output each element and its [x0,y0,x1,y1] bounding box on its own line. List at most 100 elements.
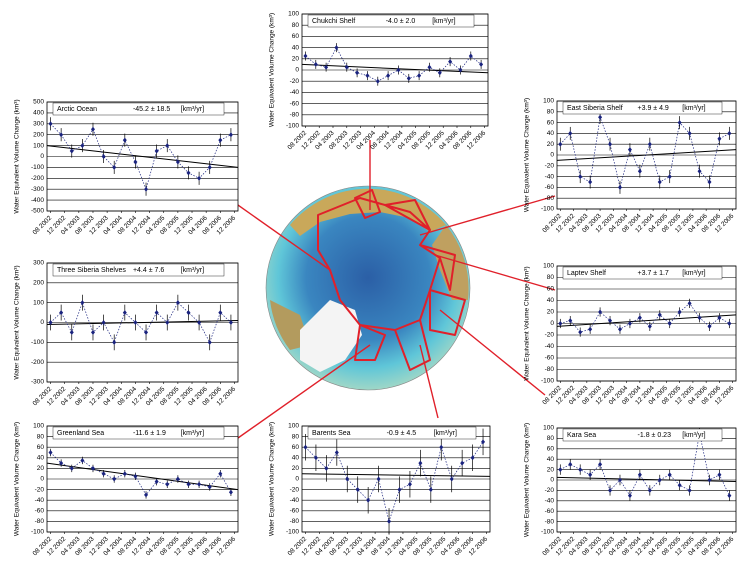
y-tick-label: 200 [33,280,44,287]
y-tick-label: 500 [33,99,44,106]
y-tick-label: -100 [31,529,44,536]
y-tick-label: 0 [295,67,299,74]
panel: -300-200-100010020030008 200212 200204 2… [14,260,238,408]
y-tick-label: -60 [545,508,555,515]
y-tick-label: -500 [31,208,44,215]
y-tick-label: 0 [295,476,299,483]
annotation: +3.7 ± 1.7 [638,270,669,277]
y-tick-label: -80 [290,518,300,525]
y-tick-label: -100 [286,123,299,130]
unit: [km³/yr] [181,106,204,113]
y-tick-label: 80 [292,22,300,29]
y-tick-label: 100 [33,299,44,306]
y-tick-label: 100 [288,11,299,18]
y-tick-label: -60 [545,184,555,191]
y-tick-label: 100 [543,263,554,270]
y-tick-label: 60 [37,444,45,451]
y-tick-label: 60 [292,33,300,40]
annotation: -0.9 ± 4.5 [387,430,417,437]
y-tick-label: -40 [545,343,555,350]
y-axis-label: Water Equivalent Volume Change (km³) [14,422,21,536]
annotation: -4.0 ± 2.0 [386,18,416,25]
y-tick-label: -40 [545,498,555,505]
chart-title: Arctic Ocean [57,106,97,113]
y-tick-label: -80 [545,366,555,373]
y-tick-label: 40 [547,456,555,463]
figure: -100-80-60-40-2002040608010008 200212 20… [0,0,737,577]
y-tick-label: 300 [33,260,44,267]
unit: [km³/yr] [682,270,705,277]
y-tick-label: 80 [547,274,555,281]
y-tick-label: -300 [31,379,44,386]
y-tick-label: 40 [292,44,300,51]
unit: [km³/yr] [432,18,455,25]
y-tick-label: 60 [547,286,555,293]
y-tick-label: -40 [290,89,300,96]
panel: -100-80-60-40-2002040608010008 200212 20… [524,423,736,557]
y-tick-label: 80 [547,435,555,442]
annotation: +4.4 ± 7.6 [133,267,164,274]
y-tick-label: -200 [31,359,44,366]
y-tick-label: 20 [547,141,555,148]
panel: -100-80-60-40-2002040608010008 200212 20… [269,11,488,152]
y-tick-label: 300 [33,121,44,128]
y-tick-label: -80 [35,518,45,525]
y-tick-label: 100 [543,98,554,105]
unit: [km³/yr] [682,105,705,112]
y-tick-label: 20 [37,465,45,472]
y-tick-label: 80 [547,109,555,116]
y-tick-label: -40 [290,497,300,504]
y-tick-label: 40 [37,455,45,462]
y-tick-label: -40 [545,173,555,180]
chart-title: Chukchi Shelf [312,18,355,25]
annotation: +3.9 ± 4.9 [638,105,669,112]
y-tick-label: -60 [545,355,555,362]
y-tick-label: 80 [292,433,300,440]
y-tick-label: -100 [31,339,44,346]
y-tick-label: -20 [290,486,300,493]
y-tick-label: 40 [547,130,555,137]
y-tick-label: 20 [547,466,555,473]
y-tick-label: -80 [290,112,300,119]
y-tick-label: 100 [288,423,299,430]
y-axis-label: Water Equivalent Volume Change (km³) [524,266,531,380]
y-tick-label: 200 [33,131,44,138]
y-axis-label: Water Equivalent Volume Change (km³) [14,265,21,379]
y-tick-label: -60 [35,508,45,515]
y-tick-label: -20 [545,487,555,494]
y-tick-label: 40 [547,297,555,304]
y-tick-label: 0 [40,319,44,326]
y-tick-label: -100 [31,164,44,171]
y-tick-label: -20 [35,486,45,493]
y-tick-label: -40 [35,497,45,504]
y-tick-label: -100 [286,529,299,536]
y-axis-label: Water Equivalent Volume Change (km³) [14,99,21,213]
arrow [420,196,555,235]
annotation: -1.8 ± 0.23 [638,432,672,439]
y-tick-label: -300 [31,186,44,193]
y-tick-label: -20 [545,332,555,339]
unit: [km³/yr] [434,430,457,437]
y-tick-label: 400 [33,110,44,117]
chart-title: Kara Sea [567,432,596,439]
y-tick-label: -60 [290,100,300,107]
y-tick-label: -100 [541,206,554,213]
y-tick-label: 60 [547,119,555,126]
y-tick-label: -400 [31,197,44,204]
y-tick-label: 100 [543,425,554,432]
panel: -100-80-60-40-2002040608010008 200212 20… [524,263,736,407]
y-tick-label: 0 [40,476,44,483]
y-axis-label: Water Equivalent Volume Change (km³) [524,423,531,537]
annotation: -11.6 ± 1.9 [133,430,166,437]
y-tick-label: -60 [290,508,300,515]
y-tick-label: -200 [31,175,44,182]
chart-title: Laptev Shelf [567,270,606,277]
y-tick-label: 60 [292,444,300,451]
chart-title: Barents Sea [312,430,351,437]
map [266,186,470,390]
y-tick-label: 60 [547,446,555,453]
panel: -100-80-60-40-2002040608010008 200212 20… [269,422,490,557]
y-tick-label: -80 [545,195,555,202]
